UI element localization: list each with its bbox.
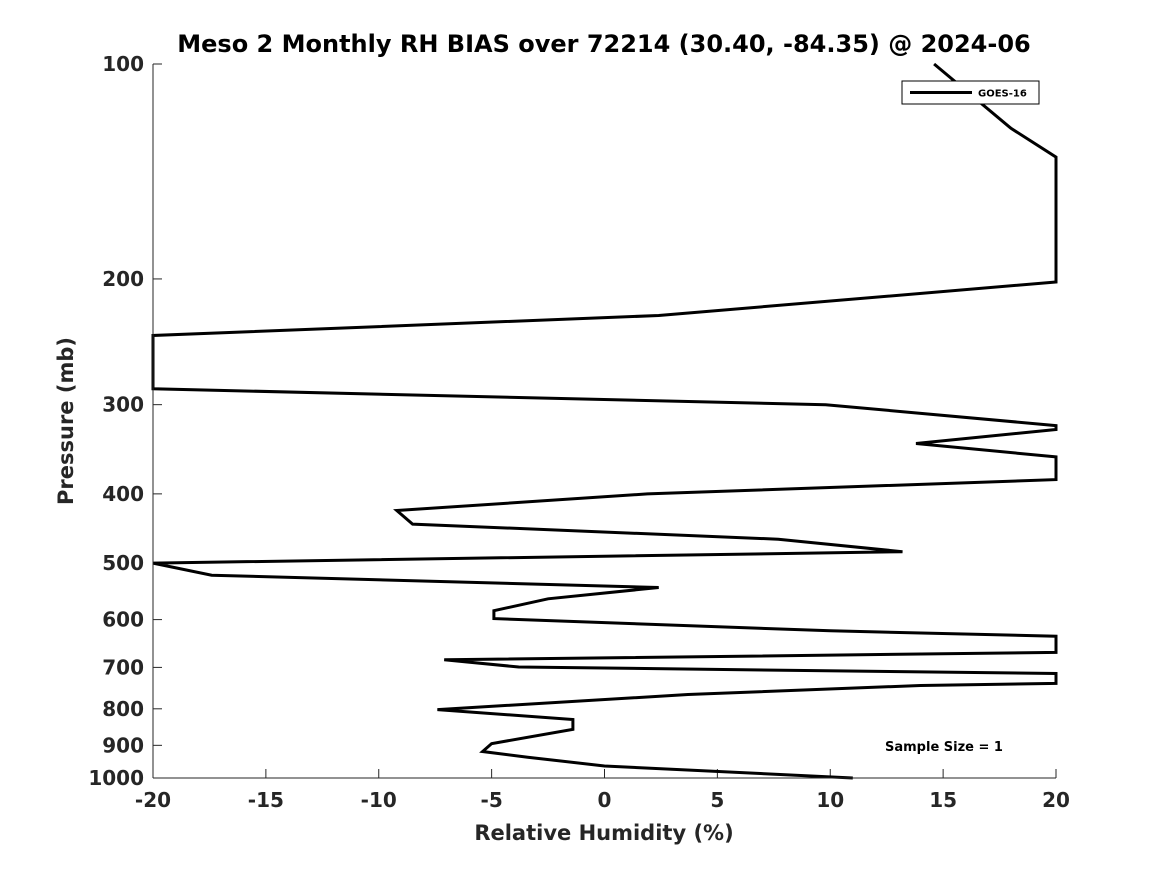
y-tick-label: 300: [102, 393, 144, 417]
y-tick-label: 400: [102, 482, 144, 506]
chart-title: Meso 2 Monthly RH BIAS over 72214 (30.40…: [177, 30, 1030, 58]
legend-label-goes-16: GOES-16: [978, 89, 1027, 100]
x-tick-label: 10: [816, 788, 844, 812]
x-tick-label: -20: [135, 788, 171, 812]
sample-size-annotation: Sample Size = 1: [885, 740, 1003, 755]
y-tick-label: 500: [102, 551, 144, 575]
x-axis-label: Relative Humidity (%): [474, 821, 733, 845]
x-tick-label: -10: [361, 788, 397, 812]
x-axis: -20 -15 -10 -5 0 5 10 15 20: [135, 769, 1070, 812]
y-tick-label: 700: [102, 655, 144, 679]
x-tick-label: 5: [710, 788, 724, 812]
y-axis: 100 200 300 400 500 600 700 800 900 1000: [88, 52, 162, 790]
y-tick-label: 900: [102, 733, 144, 757]
y-axis-label: Pressure (mb): [54, 337, 78, 505]
x-tick-label: -5: [481, 788, 503, 812]
axis-lines: [152, 64, 1056, 779]
series-layer: [151, 62, 1058, 780]
y-tick-label: 100: [102, 52, 144, 76]
y-tick-label: 1000: [88, 766, 144, 790]
series-line-goes-16: [151, 62, 1058, 780]
x-tick-label: -15: [248, 788, 284, 812]
y-tick-label: 800: [102, 697, 144, 721]
y-tick-label: 200: [102, 267, 144, 291]
x-tick-label: 0: [598, 788, 612, 812]
x-tick-label: 20: [1042, 788, 1070, 812]
x-tick-label: 15: [929, 788, 957, 812]
y-tick-label: 600: [102, 608, 144, 632]
legend: GOES-16: [901, 80, 1040, 105]
